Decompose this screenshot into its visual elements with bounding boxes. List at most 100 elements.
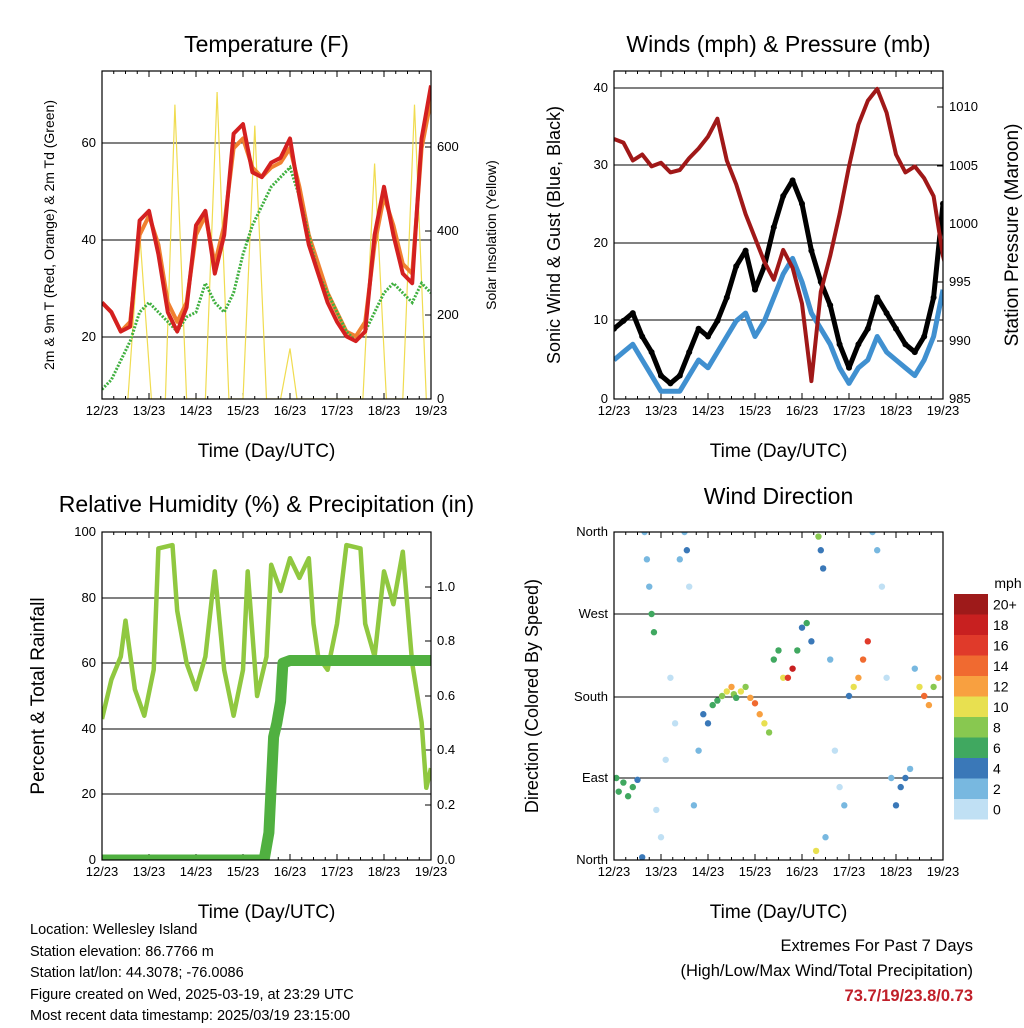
direction-point (897, 783, 904, 791)
direction-point (662, 756, 669, 763)
legend-label: 20+ (993, 596, 1017, 612)
direction-point (657, 834, 665, 841)
y-tick-label: 40 (82, 232, 96, 247)
direction-point (641, 532, 648, 536)
x-tick-label: 16/23 (786, 864, 819, 879)
x-tick-label: 12/23 (598, 403, 631, 418)
x-tick-label: 19/23 (415, 403, 448, 418)
y-right-tick-label: 600 (437, 139, 459, 154)
direction-point (690, 802, 698, 809)
direction-point (906, 765, 914, 773)
direction-point (737, 688, 745, 695)
direction-point (925, 701, 933, 709)
td-line (102, 164, 431, 391)
y-tick-label: 30 (594, 157, 608, 172)
plot-area (614, 532, 942, 860)
x-tick-label: 12/23 (86, 403, 119, 418)
direction-point (817, 547, 824, 554)
y-right-tick-label: 0.0 (437, 852, 455, 867)
direction-point (723, 688, 730, 695)
y-tick-label: West (579, 606, 609, 621)
direction-point (916, 683, 923, 691)
x-axis-label: Time (Day/UTC) (710, 902, 848, 923)
direction-point (812, 847, 820, 855)
direction-point (930, 683, 937, 691)
direction-point (683, 547, 691, 554)
direction-point (709, 701, 716, 709)
direction-point (634, 776, 641, 784)
y-right-tick-label: 990 (949, 333, 971, 348)
x-tick-label: 19/23 (927, 403, 960, 418)
legend-label: 0 (993, 801, 1001, 817)
y-tick-label: East (582, 770, 608, 785)
legend-label: 12 (993, 678, 1009, 694)
plot-frame (101, 70, 432, 400)
y-right-tick-label: 0 (437, 391, 444, 406)
y-right-tick-label: 400 (437, 223, 459, 238)
x-tick-label: 16/23 (274, 403, 307, 418)
direction-point (789, 665, 796, 672)
direction-point (822, 834, 829, 841)
legend-swatch (954, 635, 988, 656)
y-axis-label: Direction (Colored By Speed) (522, 579, 542, 813)
y-right-tick-label: 200 (437, 307, 459, 322)
legend-swatch (954, 614, 988, 635)
gust-line (614, 177, 943, 386)
direction-point (935, 674, 942, 681)
direction-point (921, 692, 928, 700)
legend-label: 16 (993, 637, 1009, 653)
direction-point (639, 854, 646, 860)
y-right-tick-label: 995 (949, 274, 971, 289)
direction-point (728, 683, 735, 691)
direction-point (794, 647, 801, 654)
direction-point (808, 638, 815, 645)
y-right-tick-label: 985 (949, 391, 971, 406)
y-tick-label: 20 (594, 235, 608, 250)
t2m-line (102, 85, 431, 344)
plot-frame (101, 531, 432, 861)
plot-area (102, 542, 431, 860)
legend-swatch (954, 696, 988, 717)
direction-point (888, 774, 895, 782)
recent-data-timestamp: Most recent data timestamp: 2025/03/19 2… (30, 1008, 351, 1025)
direction-point (765, 729, 773, 736)
y-tick-label: 40 (594, 80, 608, 95)
x-tick-label: 13/23 (645, 864, 678, 879)
x-tick-label: 14/23 (692, 864, 725, 879)
direction-point (878, 583, 886, 590)
direction-point (742, 683, 749, 691)
legend-swatch (954, 594, 988, 615)
extremes-subheading: (High/Low/Max Wind/Total Precipitation) (680, 962, 973, 980)
legend-swatch (954, 737, 988, 758)
legend-label: 2 (993, 781, 1001, 797)
humidity-precip-panel: Relative Humidity (%) & Precipitation (i… (28, 491, 474, 923)
x-tick-label: 19/23 (415, 864, 448, 879)
x-axis-label: Time (Day/UTC) (198, 902, 336, 923)
x-axis-label: Time (Day/UTC) (710, 441, 848, 462)
panel-title: Wind Direction (704, 483, 854, 509)
x-tick-label: 15/23 (739, 403, 772, 418)
y-axis-label: 2m & 9m T (Red, Orange) & 2m Td (Green) (41, 100, 57, 370)
direction-point (845, 692, 853, 700)
y-right-tick-label: 1000 (949, 216, 978, 231)
direction-point (770, 656, 777, 663)
y-tick-label: 0 (601, 391, 608, 406)
direction-point (733, 694, 740, 702)
direction-point (643, 556, 651, 563)
legend-swatch (954, 655, 988, 676)
x-tick-label: 18/23 (880, 864, 913, 879)
x-tick-label: 17/23 (833, 864, 866, 879)
direction-point (798, 624, 806, 631)
y-tick-label: 60 (82, 135, 96, 150)
x-tick-label: 18/23 (368, 403, 401, 418)
extremes-heading: Extremes For Past 7 Days (780, 937, 973, 955)
direction-point (874, 547, 881, 554)
plot-frame (613, 70, 944, 400)
x-tick-label: 12/23 (598, 864, 631, 879)
direction-point (620, 779, 627, 786)
y-tick-label: 20 (82, 329, 96, 344)
plot-area (102, 85, 431, 399)
direction-point (650, 629, 658, 636)
direction-point (751, 700, 759, 707)
x-tick-label: 15/23 (227, 403, 260, 418)
